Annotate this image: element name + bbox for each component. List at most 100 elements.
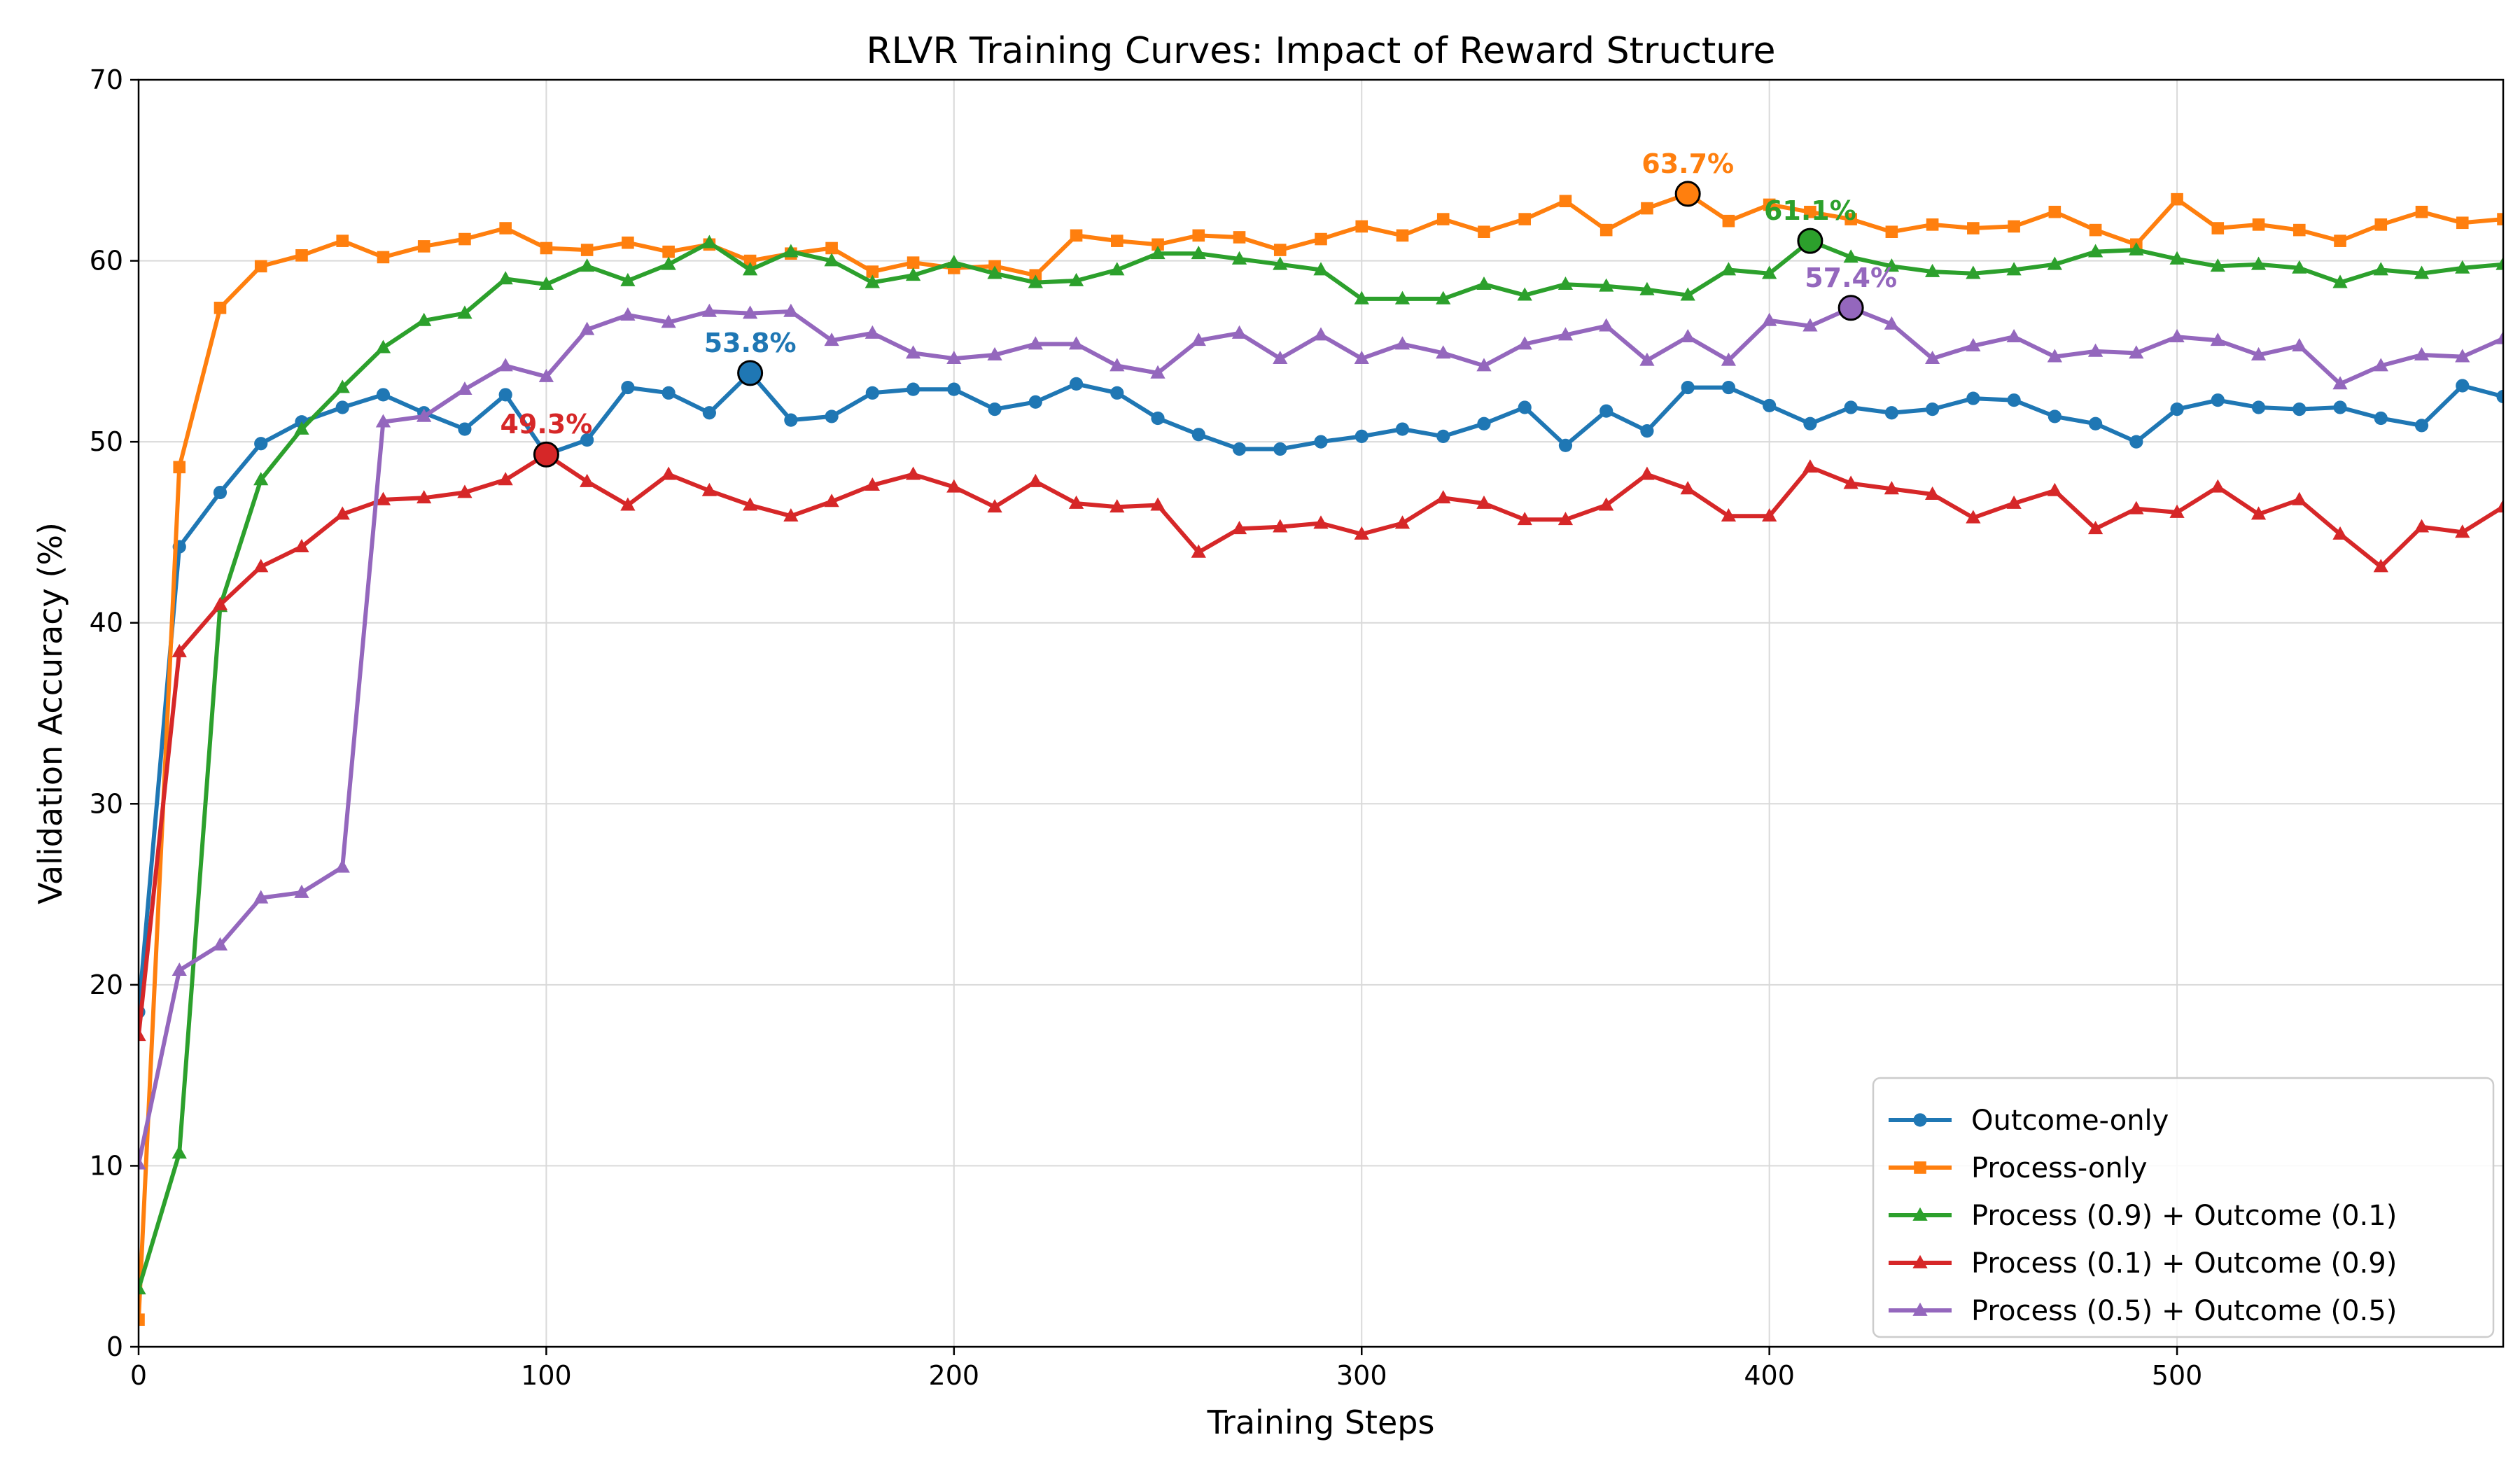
data-point xyxy=(1394,336,1410,350)
peak-label: 61.1% xyxy=(1764,195,1856,226)
data-point xyxy=(1313,262,1329,276)
data-point xyxy=(214,302,227,314)
data-point xyxy=(417,240,430,253)
y-tick-label: 60 xyxy=(90,246,123,276)
data-point xyxy=(1517,287,1532,301)
series-5 xyxy=(139,300,2503,1170)
data-point xyxy=(2047,349,2062,363)
x-tick-label: 500 xyxy=(2152,1360,2203,1391)
data-point xyxy=(1070,229,1083,242)
peak-markers: 53.8% 63.7% 61.1% 49.3% 57.4% xyxy=(500,148,1897,468)
data-point xyxy=(294,884,309,898)
legend-label: Process (0.9) + Outcome (0.1) xyxy=(1971,1200,2397,1232)
data-point xyxy=(1762,265,1777,279)
legend-label: Process-only xyxy=(1971,1152,2148,1184)
data-point xyxy=(2087,343,2104,357)
data-point xyxy=(139,1281,146,1295)
data-point xyxy=(2006,328,2022,343)
data-point xyxy=(864,477,880,491)
x-axis-label: Training Steps xyxy=(1207,1404,1435,1441)
data-point xyxy=(139,1156,146,1170)
data-point xyxy=(2497,213,2503,225)
data-point xyxy=(620,307,636,321)
plot-frame xyxy=(137,78,2505,1348)
data-point xyxy=(1967,222,1980,234)
data-point xyxy=(1192,229,1205,242)
series-4 xyxy=(139,447,2503,1042)
data-point xyxy=(2292,223,2306,237)
data-point xyxy=(784,413,798,427)
data-point xyxy=(1804,205,1816,218)
data-point xyxy=(254,437,268,451)
y-tick-label: 70 xyxy=(90,64,123,95)
y-tick-label: 30 xyxy=(90,788,123,819)
data-point xyxy=(173,461,186,474)
data-point xyxy=(988,402,1002,416)
data-point xyxy=(1518,400,1532,414)
data-point xyxy=(457,305,472,319)
data-point xyxy=(1966,265,1981,279)
data-point xyxy=(1233,231,1246,244)
data-point xyxy=(213,485,227,500)
data-point xyxy=(457,484,472,498)
data-point xyxy=(2332,376,2348,390)
data-point xyxy=(1763,198,1776,211)
data-point xyxy=(621,380,635,395)
data-point xyxy=(2211,222,2225,234)
peak-marker xyxy=(1674,181,1701,207)
data-point xyxy=(294,538,309,552)
data-point xyxy=(2006,262,2022,276)
legend-item: Process (0.1) + Outcome (0.9) xyxy=(1889,1247,2397,1280)
data-point xyxy=(2211,393,2225,407)
data-point xyxy=(2250,256,2267,270)
data-point xyxy=(1924,351,1940,365)
data-point xyxy=(2292,491,2307,505)
data-point xyxy=(1559,195,1572,208)
data-point xyxy=(335,400,349,414)
data-point xyxy=(172,1145,187,1159)
data-point xyxy=(336,234,349,247)
data-point xyxy=(824,253,839,267)
data-point xyxy=(458,422,472,436)
data-point xyxy=(1722,214,1735,227)
data-point xyxy=(1394,515,1410,529)
data-point xyxy=(294,421,309,435)
data-point xyxy=(2415,205,2428,218)
data-point xyxy=(1599,318,1614,332)
series-2 xyxy=(139,188,2503,1326)
series-3 xyxy=(139,232,2503,1295)
data-point xyxy=(2250,506,2267,520)
data-point xyxy=(1641,202,1653,215)
data-point xyxy=(2210,258,2225,272)
legend-marker xyxy=(1912,1302,1928,1316)
data-point xyxy=(1068,336,1084,350)
data-point xyxy=(1721,380,1736,395)
x-tick-label: 0 xyxy=(130,1360,147,1391)
data-point xyxy=(2373,358,2388,372)
legend-item: Outcome-only xyxy=(1889,1105,2169,1137)
data-point xyxy=(1721,352,1737,366)
data-point xyxy=(1843,249,1858,263)
data-point xyxy=(1600,223,1613,237)
data-point xyxy=(2414,519,2430,533)
data-point xyxy=(824,493,839,507)
data-point xyxy=(2333,400,2347,414)
peak-label: 53.8% xyxy=(704,328,797,358)
data-point xyxy=(1110,499,1125,513)
data-point xyxy=(2373,262,2388,276)
data-point xyxy=(1394,290,1410,304)
data-point xyxy=(538,368,554,382)
data-point xyxy=(2292,402,2306,416)
data-point xyxy=(1680,287,1695,301)
peak-marker xyxy=(737,360,764,386)
data-point xyxy=(1395,422,1410,436)
legend: Outcome-only Process-only Process (0.9) + … xyxy=(1872,1077,2495,1338)
data-point xyxy=(1599,278,1614,292)
y-axis-label: Validation Accuracy (%) xyxy=(31,522,69,904)
data-point xyxy=(1803,416,1817,430)
data-point xyxy=(580,244,594,256)
legend-item: Process (0.5) + Outcome (0.5) xyxy=(1889,1295,2397,1327)
data-point xyxy=(1763,398,1777,413)
data-point xyxy=(1315,232,1327,246)
data-point xyxy=(701,303,718,317)
